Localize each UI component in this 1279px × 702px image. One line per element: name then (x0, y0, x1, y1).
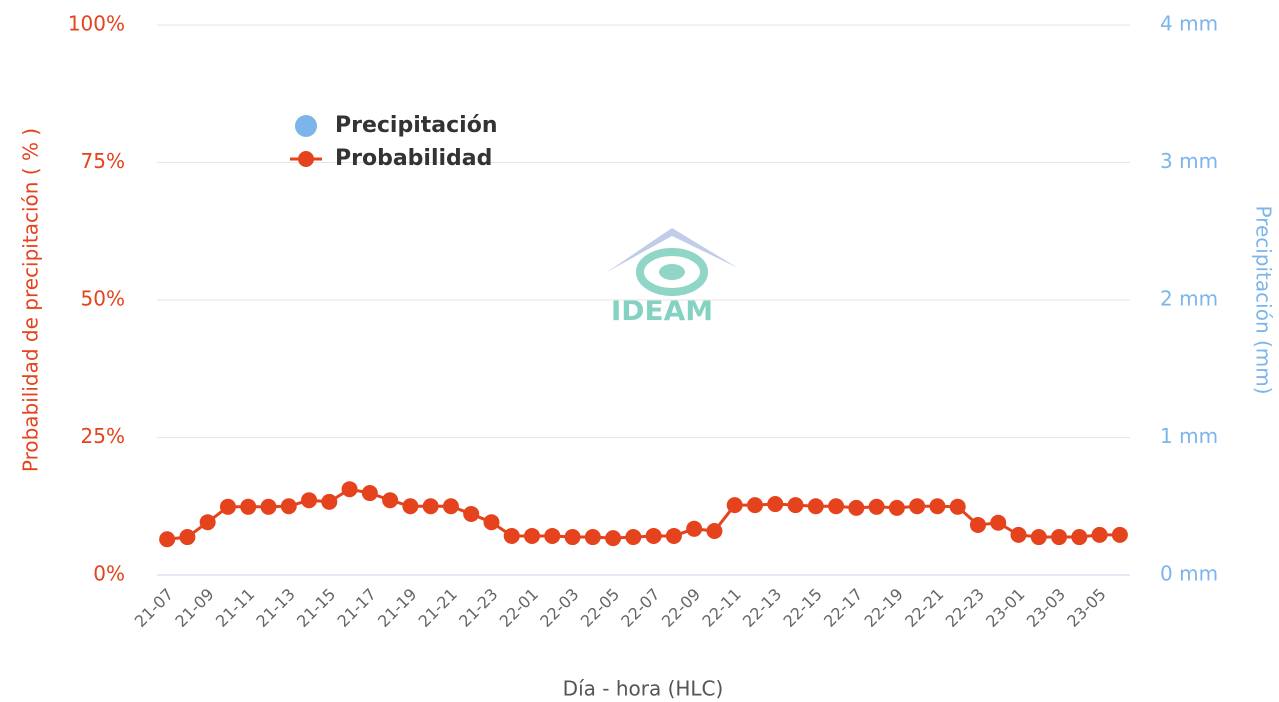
data-point (442, 498, 459, 515)
data-point (159, 531, 176, 548)
data-point (787, 497, 804, 514)
watermark-logo (607, 228, 738, 296)
legend-symbol (298, 151, 314, 167)
x-axis-title: Día - hora (HLC) (563, 677, 724, 701)
data-point (341, 481, 358, 498)
data-point (219, 498, 236, 515)
x-tick-label: 22-13 (739, 585, 785, 631)
y2-tick-label: 4 mm (1160, 12, 1218, 36)
data-point (726, 497, 743, 514)
data-point (605, 530, 622, 547)
x-tick-label: 22-11 (698, 585, 744, 631)
y2-tick-label: 2 mm (1160, 287, 1218, 311)
y-tick-label: 0% (93, 562, 125, 586)
legend-label: Precipitación (335, 113, 498, 138)
data-point (949, 498, 966, 515)
data-point (807, 498, 824, 515)
x-tick-label: 23-01 (982, 585, 1028, 631)
x-tick-label: 23-03 (1023, 585, 1069, 631)
y-tick-label: 100% (68, 12, 125, 36)
data-point (929, 498, 946, 515)
data-point (564, 529, 581, 546)
data-point (544, 527, 561, 544)
watermark: IDEAM (611, 294, 713, 327)
data-point (888, 499, 905, 516)
y2-tick-label: 3 mm (1160, 149, 1218, 173)
data-point (1111, 526, 1128, 543)
x-tick-label: 22-09 (658, 585, 704, 631)
data-point (199, 514, 216, 531)
x-tick-label: 21-15 (293, 585, 339, 631)
y-tick-label: 25% (81, 424, 125, 448)
y2-tick-label: 1 mm (1160, 424, 1218, 448)
data-point (321, 493, 338, 510)
data-point (260, 498, 277, 515)
x-tick-label: 22-01 (496, 585, 542, 631)
y-tick-label: 50% (81, 287, 125, 311)
x-tick-label: 21-11 (212, 585, 258, 631)
data-point (868, 498, 885, 515)
x-tick-label: 22-19 (861, 585, 907, 631)
data-point (767, 496, 784, 513)
x-tick-label: 21-19 (374, 585, 420, 631)
data-point (280, 498, 297, 515)
data-point (584, 529, 601, 546)
x-tick-label: 21-23 (455, 585, 501, 631)
data-point (828, 498, 845, 515)
y-axis-title: Probabilidad de precipitación ( % ) (19, 128, 43, 472)
data-point (706, 523, 723, 539)
data-point (483, 514, 500, 531)
data-point (746, 497, 763, 514)
y2-axis-title: Precipitación (mm) (1252, 205, 1276, 394)
data-point (990, 514, 1007, 531)
y-tick-label: 75% (81, 149, 125, 173)
data-point (645, 527, 662, 544)
x-tick-label: 23-05 (1063, 585, 1109, 631)
data-point (382, 492, 399, 509)
data-point (1010, 526, 1027, 543)
data-point (402, 498, 419, 515)
data-point (301, 492, 318, 509)
data-point (524, 527, 541, 544)
data-point (361, 485, 378, 502)
x-tick-label: 21-21 (415, 585, 461, 631)
data-point (969, 516, 986, 533)
data-point (848, 499, 865, 516)
data-point (1030, 529, 1047, 546)
data-point (422, 498, 439, 515)
data-point (665, 527, 682, 544)
x-tick-label: 22-03 (536, 585, 582, 631)
x-tick-label: 22-05 (577, 585, 623, 631)
x-tick-label: 21-17 (334, 585, 380, 631)
data-point (909, 498, 926, 515)
x-tick-label: 22-07 (617, 585, 663, 631)
x-tick-label: 21-09 (171, 585, 217, 631)
x-tick-label: 22-21 (901, 585, 947, 631)
data-point (625, 529, 642, 546)
legend-symbol (295, 115, 317, 137)
x-tick-label: 22-23 (942, 585, 988, 631)
x-tick-label: 22-15 (779, 585, 825, 631)
data-point (686, 520, 703, 537)
x-tick-label: 22-17 (820, 585, 866, 631)
data-point (1071, 529, 1088, 546)
x-tick-label: 21-13 (252, 585, 298, 631)
legend-label: Probabilidad (335, 146, 492, 171)
data-point (503, 527, 520, 544)
data-point (463, 505, 480, 522)
data-point (179, 529, 196, 546)
data-point (1051, 529, 1068, 546)
data-point (240, 498, 257, 515)
y2-tick-label: 0 mm (1160, 562, 1218, 586)
x-tick-label: 21-07 (131, 585, 177, 631)
data-point (1091, 526, 1108, 543)
